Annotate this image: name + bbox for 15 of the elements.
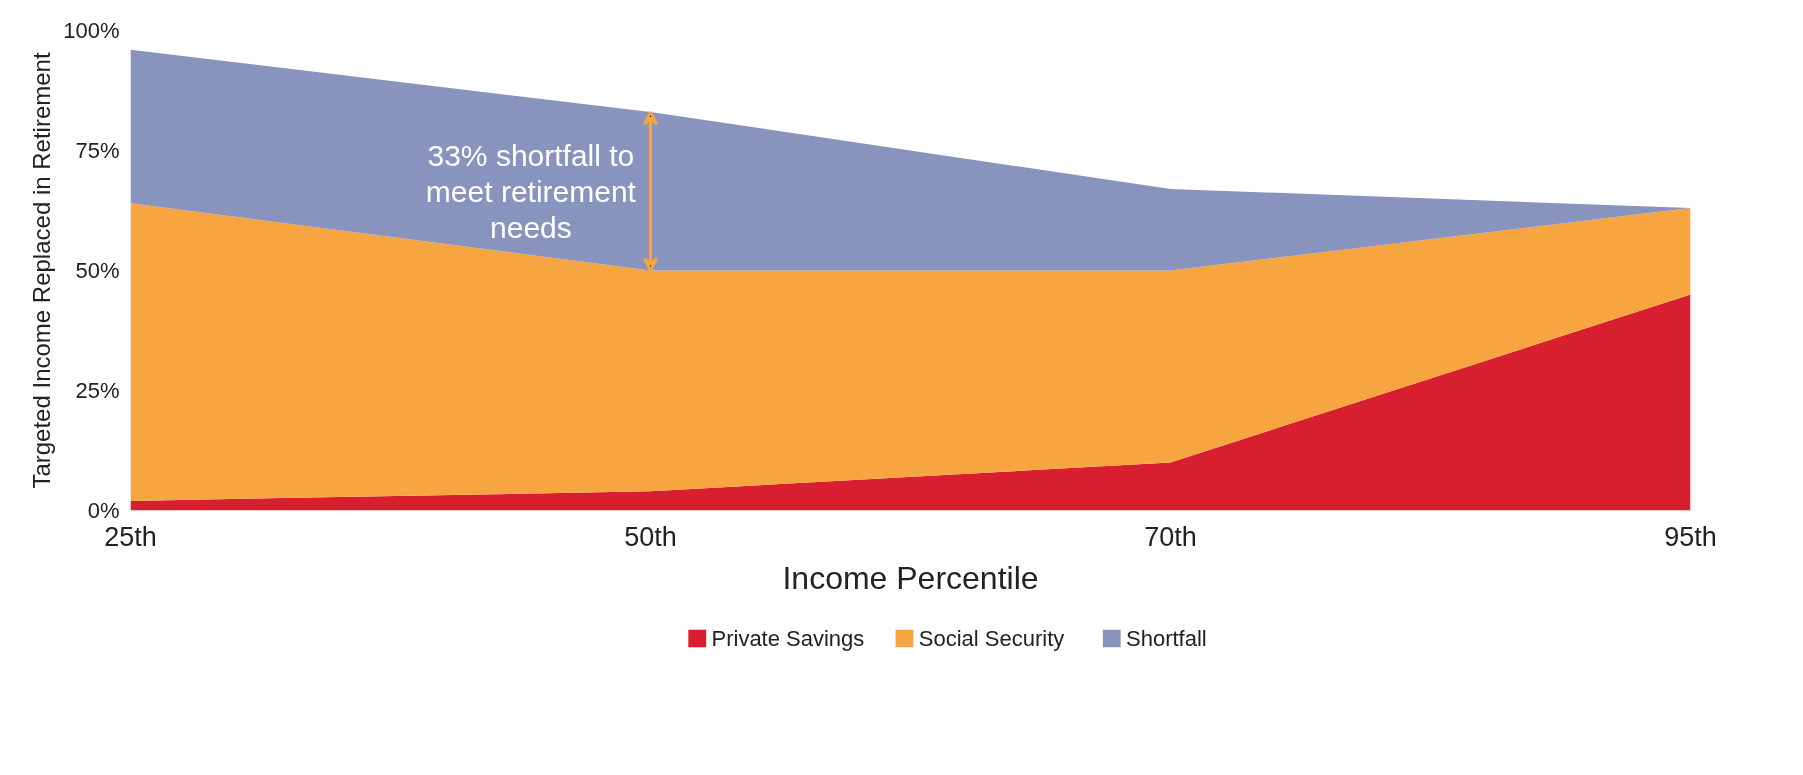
y-tick-label: 100%: [63, 18, 120, 43]
legend-label: Private Savings: [711, 626, 865, 651]
legend-label: Shortfall: [1126, 626, 1207, 651]
y-tick-label: 50%: [75, 258, 120, 283]
y-tick-label: 25%: [75, 378, 120, 403]
x-tick-label: 25th: [104, 521, 157, 552]
y-axis-title: Targeted Income Replaced in Retirement: [28, 52, 56, 489]
x-axis-title: Income Percentile: [782, 559, 1039, 596]
x-tick-label: 95th: [1664, 521, 1717, 552]
y-tick-label: 0%: [87, 498, 120, 523]
annotation: 33% shortfall to meet retirement needs: [425, 138, 637, 245]
x-tick-label: 70th: [1144, 521, 1197, 552]
legend-label: Social Security: [918, 626, 1065, 651]
y-tick-label: 75%: [75, 138, 120, 163]
x-tick-label: 50th: [624, 521, 677, 552]
